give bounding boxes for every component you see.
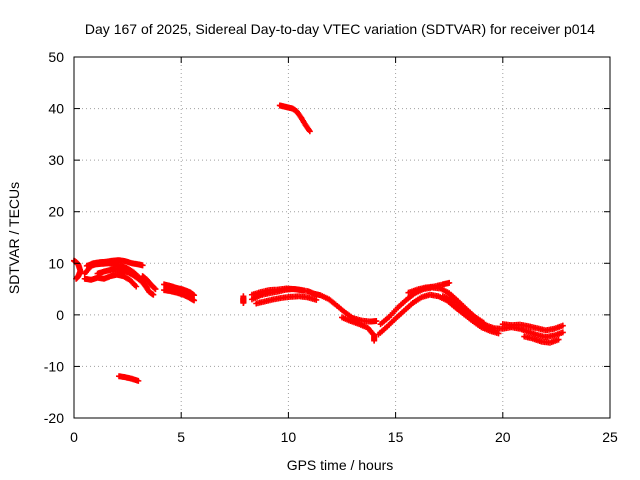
y-tick-label: 0 — [56, 307, 64, 323]
data-point — [240, 293, 247, 300]
data-point — [139, 262, 146, 269]
data-point — [559, 329, 566, 336]
series-track-c — [83, 257, 146, 269]
x-tick-label: 0 — [70, 429, 78, 445]
y-axis-label: SDTVAR / TECUs — [6, 182, 22, 294]
x-tick-label: 20 — [495, 429, 511, 445]
data-point — [152, 286, 159, 293]
y-tick-label: 20 — [48, 204, 64, 220]
data-point — [306, 128, 313, 135]
data-point — [555, 336, 562, 343]
data-point — [300, 287, 307, 294]
series-track-i — [161, 287, 198, 304]
y-tick-label: -10 — [44, 358, 64, 374]
x-axis-label: GPS time / hours — [287, 457, 394, 473]
y-tick-label: -20 — [44, 410, 64, 426]
series-track-g — [116, 373, 142, 384]
series-track-f — [139, 273, 159, 293]
data-point — [446, 279, 453, 286]
data-point — [143, 284, 150, 291]
data-point — [150, 291, 157, 298]
y-tick-label: 30 — [48, 152, 64, 168]
data-point — [143, 283, 150, 290]
y-tick-label: 50 — [48, 49, 64, 65]
x-tick-label: 10 — [281, 429, 297, 445]
series-track-m — [253, 293, 320, 307]
series-track-l — [248, 285, 307, 298]
series-track-s — [499, 321, 566, 334]
series-track-d — [81, 271, 140, 290]
data-point — [135, 377, 142, 384]
series-track-n — [339, 314, 378, 344]
data-point — [371, 337, 378, 344]
series-track-j — [240, 293, 247, 306]
data-point — [373, 318, 380, 325]
data-points — [71, 102, 566, 384]
series-track-q — [405, 279, 453, 296]
x-tick-label: 25 — [602, 429, 618, 445]
x-tick-label: 5 — [177, 429, 185, 445]
series-track-e — [94, 265, 150, 291]
y-axis-ticks: -20 -10 0 10 20 30 40 50 — [44, 49, 610, 426]
data-point — [559, 322, 566, 329]
y-tick-label: 10 — [48, 255, 64, 271]
series-track-u — [276, 102, 313, 135]
data-point — [151, 285, 158, 292]
x-tick-label: 15 — [388, 429, 404, 445]
series-track-a — [71, 257, 84, 282]
data-point — [133, 283, 140, 290]
data-point — [495, 330, 502, 337]
chart-title: Day 167 of 2025, Sidereal Day-to-day VTE… — [85, 21, 595, 37]
plot-area-frame — [73, 56, 611, 419]
x-axis-ticks: 0 5 10 15 20 25 — [70, 57, 618, 445]
data-point — [191, 297, 198, 304]
data-point — [191, 292, 198, 299]
y-tick-label: 40 — [48, 101, 64, 117]
series-track-t — [521, 333, 562, 346]
grid-lines — [74, 57, 610, 418]
data-point — [313, 296, 320, 303]
